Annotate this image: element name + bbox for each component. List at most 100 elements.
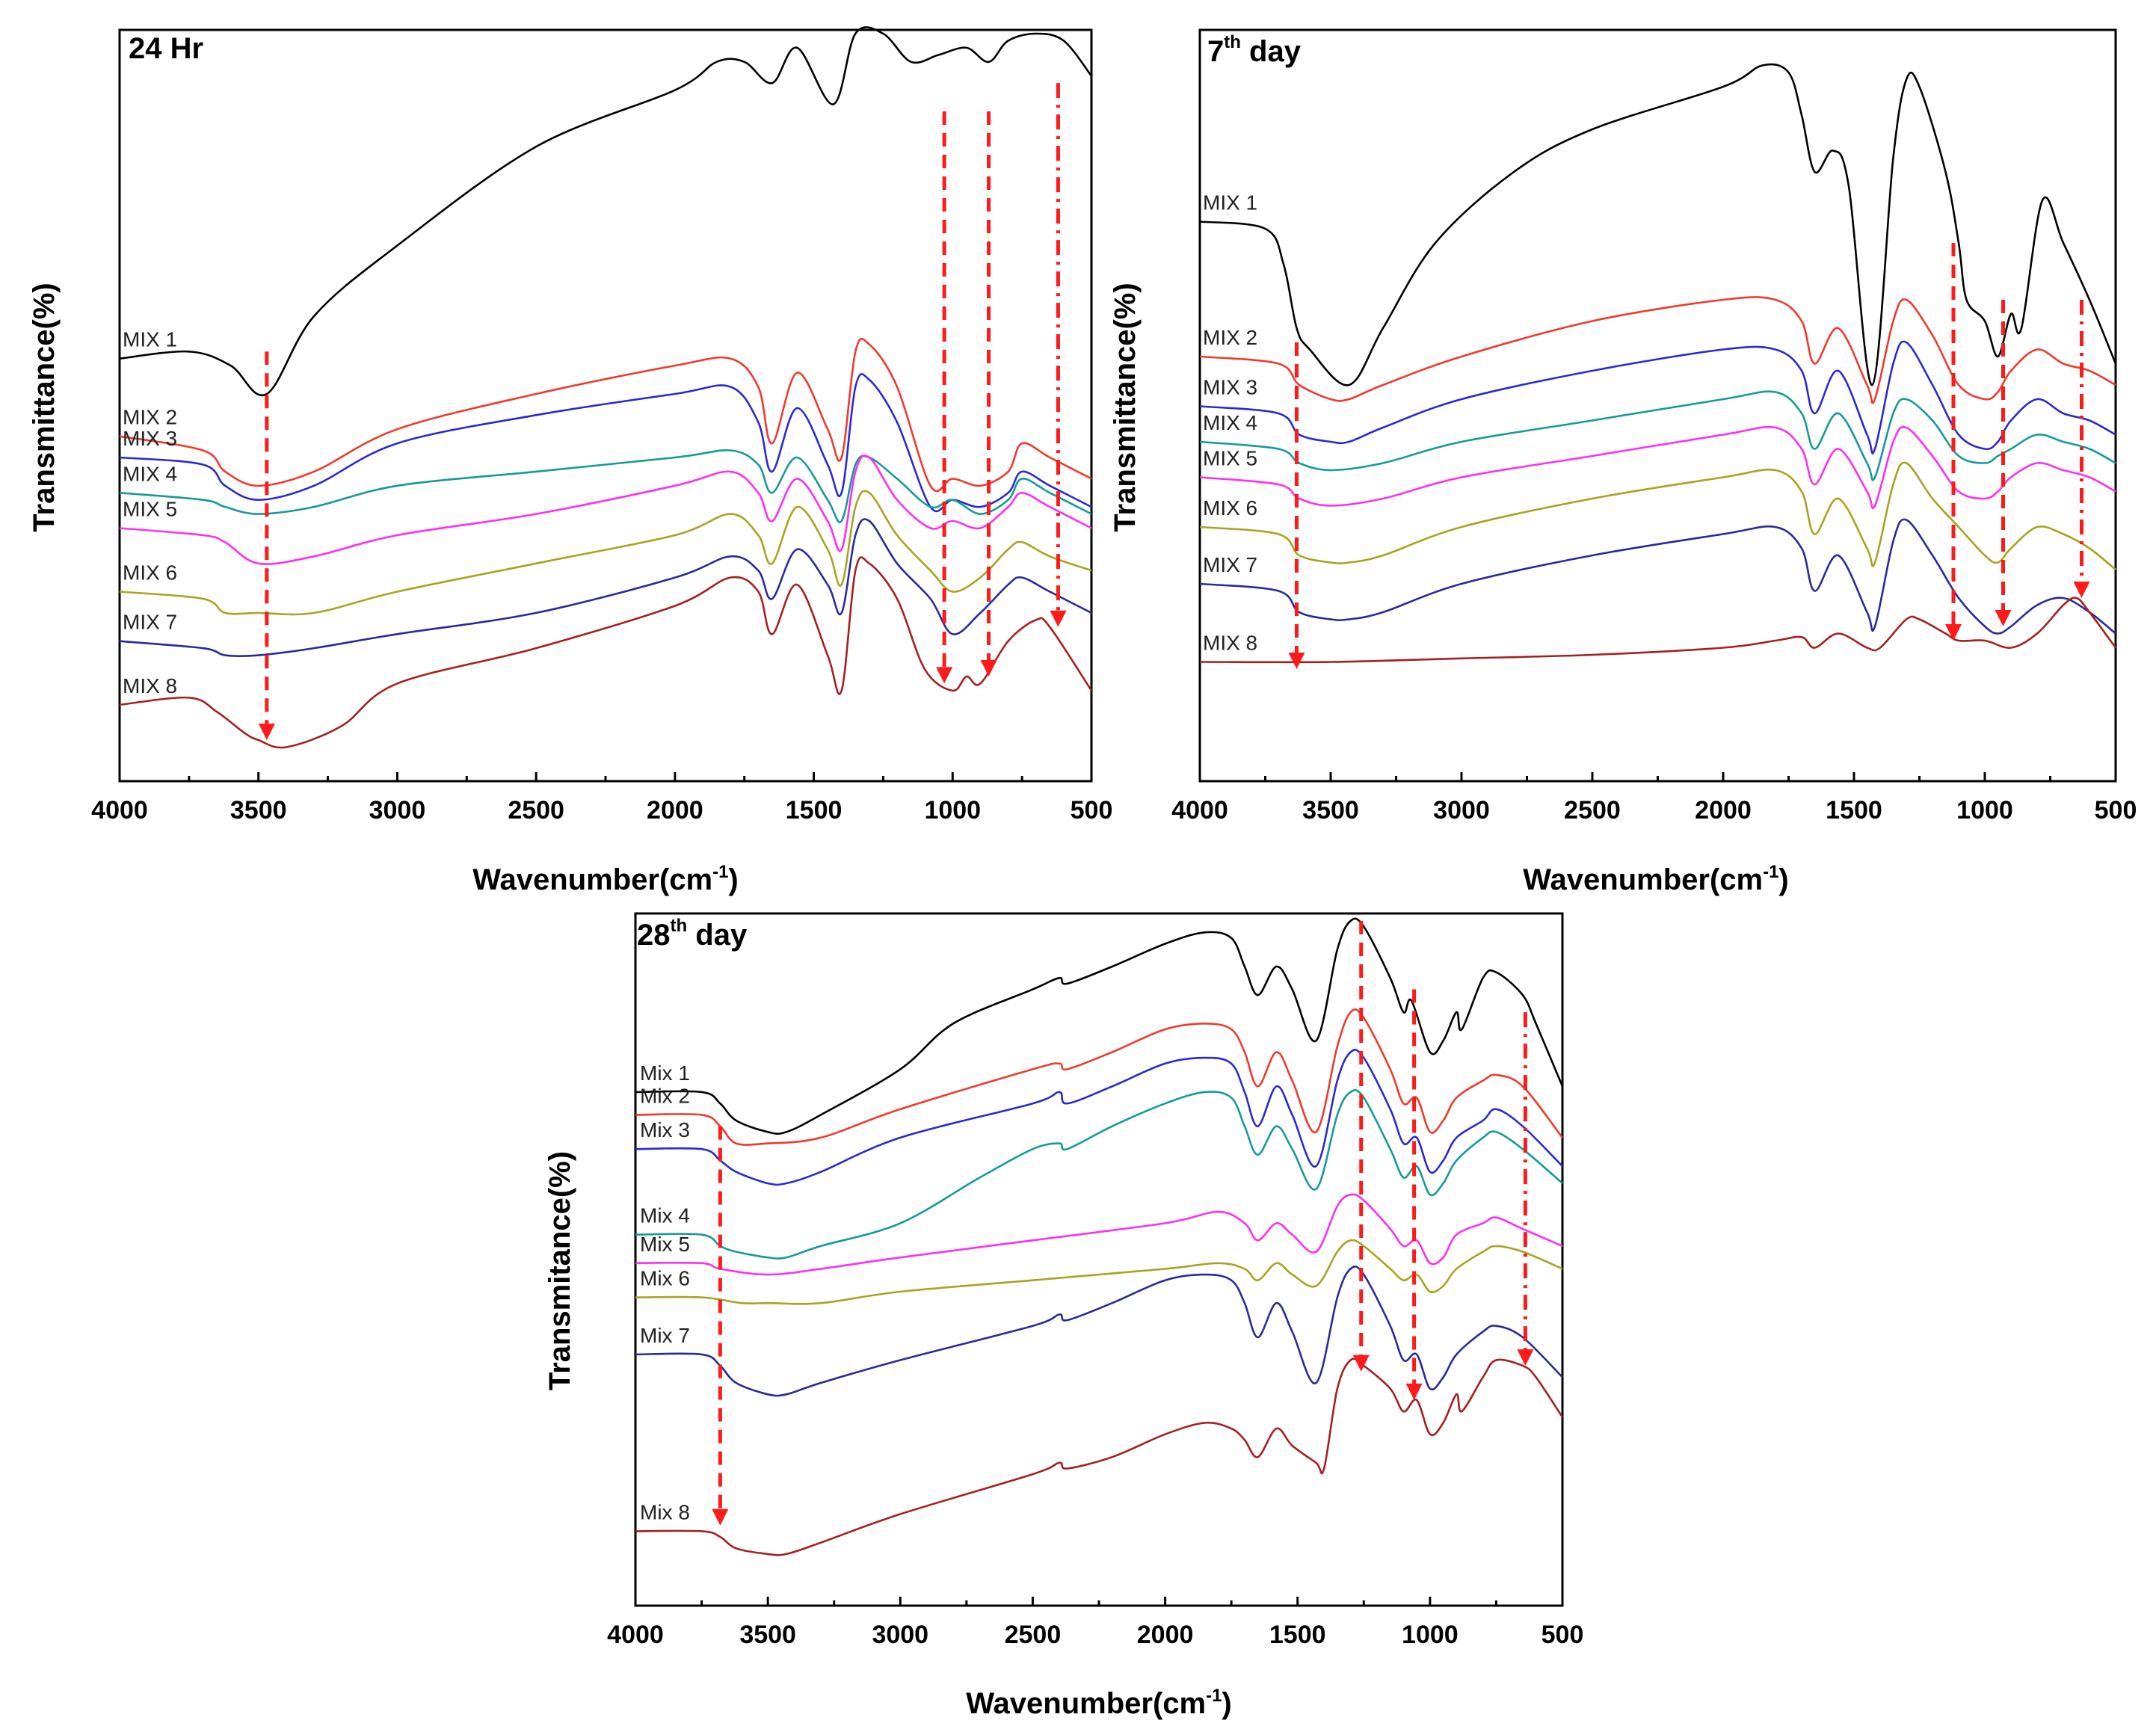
x-tick-label: 2000 (1137, 1621, 1194, 1649)
x-tick-label: 1500 (1826, 796, 1882, 825)
spectrum-mix-5 (119, 454, 1092, 565)
x-tick-label: 2500 (508, 796, 564, 825)
arrow-head (1995, 610, 2012, 626)
arrow-head (258, 724, 275, 740)
y-axis-title: Transmittance(%) (28, 283, 61, 531)
spectrum-mix-4 (635, 1088, 1563, 1260)
series-label: Mix 1 (640, 1061, 690, 1085)
series-label: Mix 2 (640, 1084, 690, 1107)
x-tick-label: 4000 (607, 1621, 664, 1649)
plot-frame (1198, 28, 2117, 783)
panel-24hr: 4000 3500 3000 2500 2000 1500 1000 500 MIX 1MIX… (28, 26, 1112, 896)
y-axis-title: Transmittance(%) (1109, 283, 1142, 531)
spectrum-mix-7 (635, 1265, 1563, 1397)
series-label: Mix 5 (640, 1233, 690, 1256)
series-label: MIX 3 (1203, 376, 1257, 399)
series-label: MIX 8 (123, 674, 177, 697)
x-tick-label: 500 (1541, 1621, 1584, 1649)
arrow-head (1352, 1354, 1370, 1372)
x-tick-label: 1000 (1402, 1621, 1459, 1649)
x-axis-ticks: 4000 3500 3000 2500 2000 1500 1000 500 (607, 1597, 1583, 1649)
spectrum-mix-5 (635, 1193, 1563, 1276)
panel-title: 28th day (637, 916, 748, 952)
x-tick-label: 2000 (647, 796, 703, 825)
arrow-head (980, 659, 997, 677)
spectrum-mix-6 (1199, 461, 2116, 571)
spectrum-mix-8 (1199, 597, 2117, 664)
series-label: Mix 3 (640, 1118, 690, 1141)
spectrum-mix-3 (119, 373, 1092, 513)
spectrum-mix-6 (635, 1239, 1563, 1305)
x-tick-label: 500 (1071, 796, 1113, 825)
panel-28th-day: 4000 3500 3000 2500 2000 1500 1000 500 Mix 1Mix… (543, 912, 1583, 1720)
arrow-head (1405, 1383, 1423, 1400)
x-tick-label: 1000 (924, 796, 981, 825)
x-tick-label: 3000 (369, 796, 426, 825)
series-label: MIX 7 (123, 611, 177, 634)
x-tick-label: 1000 (1956, 796, 2013, 825)
red-arrows (712, 921, 1534, 1526)
x-tick-label: 3000 (1433, 796, 1490, 825)
x-axis-title: Wavenumber(cm-1) (966, 1686, 1232, 1720)
series-label: Mix 7 (640, 1324, 690, 1347)
x-tick-label: 500 (2095, 796, 2137, 825)
series-label: MIX 2 (1203, 326, 1257, 349)
x-axis-ticks: 4000 3500 3000 2500 2000 1500 1000 500 (1171, 772, 2137, 825)
x-tick-label: 2000 (1695, 796, 1752, 825)
x-tick-label: 3000 (872, 1621, 928, 1649)
plot-frame (634, 912, 1564, 1607)
spectrum-mix-2 (1199, 296, 2116, 404)
panel-title: 7th day (1207, 32, 1302, 68)
spectrum-mix-1 (635, 917, 1564, 1135)
spectrum-mix-6 (119, 490, 1092, 616)
panel-7th-day: 4000 3500 3000 2500 2000 1500 1000 500 MIX 1 MIX… (1109, 28, 2137, 896)
series-label: MIX 5 (1203, 447, 1257, 470)
x-axis-title: Wavenumber(cm-1) (1523, 862, 1789, 896)
series-label: Mix 6 (640, 1267, 690, 1290)
series-label: MIX 4 (123, 462, 177, 485)
series-label: MIX 6 (123, 561, 177, 585)
spectrum-mix-1 (1199, 63, 2117, 386)
red-arrows (1288, 243, 2090, 669)
series-label: MIX 1 (1203, 191, 1257, 215)
arrow-head (936, 667, 953, 684)
series-label: MIX 8 (1203, 632, 1257, 655)
series-label: Mix 4 (640, 1204, 690, 1227)
spectrum-mix-2 (635, 1008, 1564, 1146)
series-label: MIX 2 (123, 406, 177, 429)
arrow-head (712, 1508, 729, 1526)
panel-title: 24 Hr (129, 32, 203, 65)
spectrum-mix-4 (1199, 390, 2116, 481)
x-tick-label: 2500 (1564, 796, 1621, 825)
arrow-head (1517, 1349, 1534, 1366)
spectrum-mix-4 (119, 449, 1092, 523)
arrow-head (1945, 624, 1962, 641)
spectrum-mix-7 (1199, 518, 2116, 635)
series-label: MIX 3 (123, 427, 177, 450)
spectrum-mix-8 (635, 1357, 1564, 1556)
spectrum-mix-2 (119, 337, 1092, 493)
x-axis-title: Wavenumber(cm-1) (472, 862, 739, 896)
x-tick-label: 1500 (786, 796, 843, 825)
spectrum-mix-8 (119, 556, 1093, 749)
x-tick-label: 2500 (1005, 1621, 1062, 1649)
x-axis-ticks: 4000 3500 3000 2500 2000 1500 1000 500 (91, 772, 1112, 825)
arrow-head (2073, 582, 2090, 598)
series-label: MIX 5 (123, 498, 177, 521)
series-label: Mix 8 (640, 1500, 690, 1523)
series-label: MIX 4 (1203, 411, 1257, 434)
x-tick-label: 4000 (91, 796, 148, 825)
arrow-head (1050, 610, 1067, 627)
series-label: MIX 1 (123, 328, 177, 351)
spectrum-mix-1 (119, 26, 1093, 397)
y-axis-title: Transmitance(%) (543, 1151, 576, 1390)
x-tick-label: 3500 (1302, 796, 1359, 825)
spectrum-mix-3 (635, 1049, 1563, 1186)
x-tick-label: 3500 (230, 796, 287, 825)
red-arrows (258, 83, 1067, 740)
series-label: MIX 7 (1203, 553, 1257, 576)
x-tick-label: 4000 (1171, 796, 1228, 825)
